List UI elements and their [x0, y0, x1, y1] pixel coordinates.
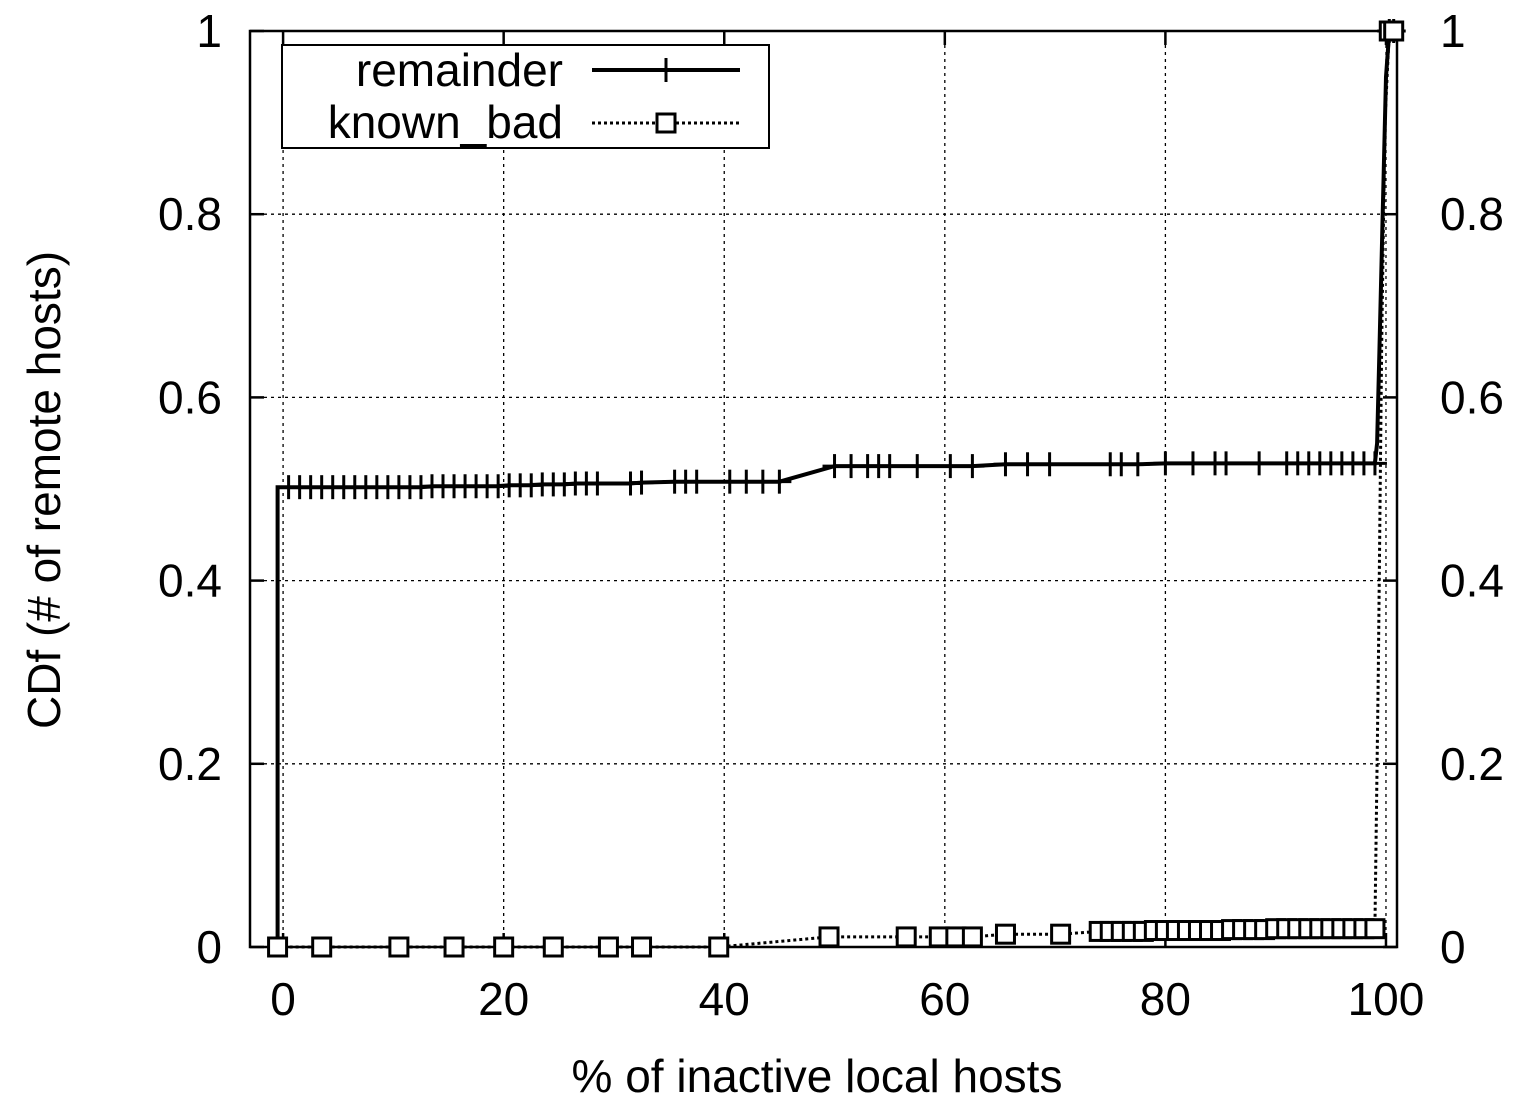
data-point-known-bad: [631, 936, 653, 958]
data-point-known-bad: [542, 936, 564, 958]
y2-tick-label: 0.2: [1440, 738, 1504, 790]
y-tick-label: 0.4: [158, 555, 222, 607]
x-tick-label: 100: [1348, 973, 1425, 1025]
legend-box: [281, 44, 770, 149]
data-point-known-bad: [493, 936, 515, 958]
x-tick-label: 0: [270, 973, 296, 1025]
x-tick-label: 40: [699, 973, 750, 1025]
data-point-known-bad: [388, 936, 410, 958]
y-tick-label: 0: [196, 921, 222, 973]
legend: remainder known_bad: [281, 44, 770, 149]
y-axis-label: CDf (# of remote hosts): [18, 251, 70, 729]
data-point-known-bad: [267, 936, 289, 958]
series-remainder: [275, 19, 1406, 947]
data-point-known-bad: [311, 936, 333, 958]
data-point-known-bad: [708, 936, 730, 958]
data-point-known-bad: [1383, 20, 1405, 42]
series-line-known-bad: [277, 29, 1394, 949]
data-point-known-bad: [597, 936, 619, 958]
x-tick-label: 20: [478, 973, 529, 1025]
series-layer: [267, 19, 1406, 958]
y-tick-label: 0.2: [158, 738, 222, 790]
y-tick-label: 0.6: [158, 371, 222, 423]
legend-label-remainder: remainder: [356, 44, 563, 96]
y2-tick-label: 1: [1440, 5, 1466, 57]
data-point-known-bad: [443, 936, 465, 958]
y2-tick-label: 0: [1440, 921, 1466, 973]
legend-label-known-bad: known_bad: [328, 96, 563, 148]
x-tick-label: 60: [919, 973, 970, 1025]
y-tick-label: 0.8: [158, 188, 222, 240]
y-tick-label: 1: [196, 5, 222, 57]
y2-tick-label: 0.8: [1440, 188, 1504, 240]
data-point-known-bad: [994, 923, 1016, 945]
data-point-known-bad: [1364, 918, 1386, 940]
x-axis-label: % of inactive local hosts: [572, 1050, 1063, 1101]
series-known-bad: [267, 20, 1405, 958]
legend-marker-known-bad: [655, 112, 677, 134]
data-point-known-bad: [818, 926, 840, 948]
x-tick-label: 80: [1140, 973, 1191, 1025]
data-point-known-bad: [895, 926, 917, 948]
y2-tick-label: 0.6: [1440, 371, 1504, 423]
y2-tick-label: 0.4: [1440, 555, 1504, 607]
data-point-known-bad: [1050, 923, 1072, 945]
series-line-remainder: [275, 29, 1394, 947]
data-point-known-bad: [961, 926, 983, 948]
